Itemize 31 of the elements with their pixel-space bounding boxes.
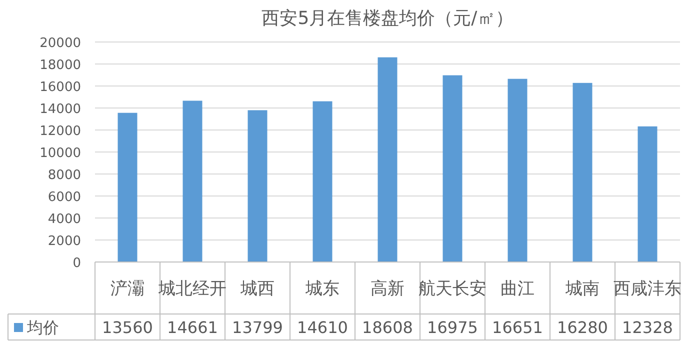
y-tick-label: 10000 [40, 146, 81, 161]
x-tick-label: 航天长安 [418, 279, 486, 299]
data-label: 14661 [167, 318, 218, 337]
data-label: 12328 [622, 318, 673, 337]
legend-label: 均价 [26, 318, 59, 337]
y-tick-label: 14000 [40, 102, 81, 117]
title: 西安5月在售楼盘均价（元/㎡） [262, 8, 514, 29]
x-tick-label: 城北经开 [158, 279, 226, 299]
data-label: 14610 [297, 318, 348, 337]
y-tick-label: 2000 [48, 234, 81, 249]
data-label: 16975 [427, 318, 478, 337]
x-tick-label: 西咸沣东 [614, 279, 682, 299]
data-label: 13560 [102, 318, 153, 337]
y-tick-label: 8000 [48, 168, 81, 183]
y-tick-label: 20000 [40, 36, 81, 51]
x-tick-label: 高新 [370, 279, 404, 299]
x-tick-label: 浐灞 [110, 279, 144, 299]
y-tick-label: 6000 [48, 190, 81, 205]
x-tick-label: 城西 [240, 279, 274, 299]
data-label: 16651 [492, 318, 543, 337]
x-tick-label: 曲江 [500, 279, 534, 299]
data-label: 18608 [362, 318, 413, 337]
y-tick-label: 0 [72, 256, 81, 271]
y-tick-label: 18000 [40, 58, 81, 73]
y-tick-label: 12000 [40, 124, 81, 139]
data-label: 16280 [557, 318, 608, 337]
x-tick-label: 城东 [304, 279, 340, 299]
data-label: 13799 [232, 318, 283, 337]
x-tick-label: 城南 [564, 279, 600, 299]
y-tick-label: 16000 [40, 80, 81, 95]
y-tick-label: 4000 [48, 212, 81, 227]
